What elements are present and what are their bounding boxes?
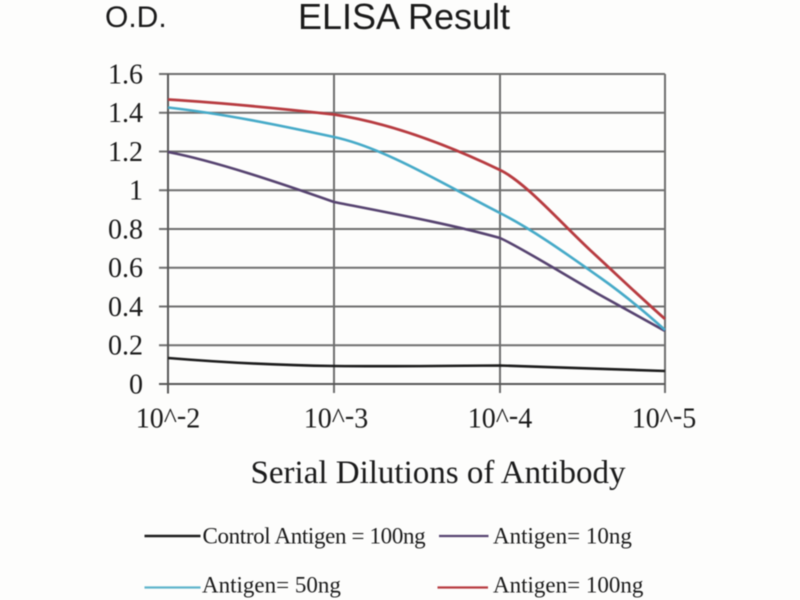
svg-text:1.6: 1.6 [108,59,143,90]
svg-text:Serial Dilutions of Antibody: Serial Dilutions of Antibody [251,455,626,491]
svg-text:10^-4: 10^-4 [468,401,532,435]
svg-text:0.2: 0.2 [108,331,143,362]
svg-text:1: 1 [129,176,143,207]
svg-text:10^-5: 10^-5 [632,401,696,435]
svg-text:Antigen= 10ng: Antigen= 10ng [493,524,632,549]
svg-text:O.D.: O.D. [105,1,167,34]
svg-text:1.2: 1.2 [108,137,143,168]
svg-text:10^-2: 10^-2 [136,401,200,435]
svg-text:0: 0 [129,369,143,400]
svg-text:Antigen= 100ng: Antigen= 100ng [493,573,644,598]
svg-text:ELISA Result: ELISA Result [298,0,510,37]
svg-text:Antigen= 50ng: Antigen= 50ng [202,573,341,598]
svg-text:10^-3: 10^-3 [304,401,368,435]
svg-text:0.8: 0.8 [108,214,143,245]
svg-text:1.4: 1.4 [108,98,143,129]
svg-text:Control Antigen = 100ng: Control Antigen = 100ng [203,524,427,549]
svg-text:0.6: 0.6 [108,253,143,284]
svg-text:0.4: 0.4 [108,292,143,323]
